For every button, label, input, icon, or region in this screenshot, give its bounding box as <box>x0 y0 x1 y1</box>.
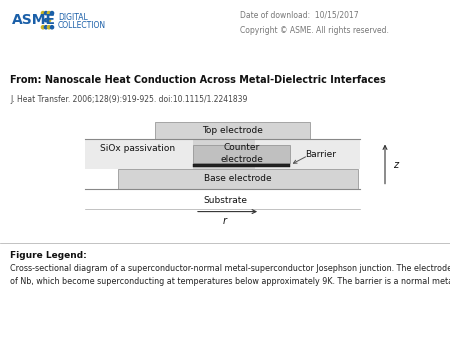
Bar <box>118 169 358 189</box>
Circle shape <box>41 26 45 29</box>
Text: Figure Legend:: Figure Legend: <box>10 251 87 260</box>
Bar <box>193 164 290 167</box>
Circle shape <box>41 11 45 15</box>
Text: Top electrode: Top electrode <box>202 125 263 135</box>
Text: SiOx passivation: SiOx passivation <box>100 144 176 153</box>
Text: r: r <box>223 216 227 225</box>
Text: Base electrode: Base electrode <box>204 174 272 183</box>
Bar <box>155 122 310 139</box>
Circle shape <box>45 19 48 22</box>
Text: Counter
electrode: Counter electrode <box>220 143 263 164</box>
Text: J. Heat Transfer. 2006;128(9):919-925. doi:10.1115/1.2241839: J. Heat Transfer. 2006;128(9):919-925. d… <box>10 95 248 104</box>
Circle shape <box>47 26 50 29</box>
Bar <box>193 145 290 163</box>
Circle shape <box>45 11 48 15</box>
Text: Cross-sectional diagram of a superconductor-normal metal-superconductor Josephso: Cross-sectional diagram of a superconduc… <box>10 264 450 286</box>
Bar <box>193 139 255 149</box>
Text: Substrate: Substrate <box>203 196 247 205</box>
Circle shape <box>50 26 54 29</box>
Text: Barrier: Barrier <box>305 150 336 159</box>
Circle shape <box>50 11 54 15</box>
Circle shape <box>47 19 50 22</box>
Circle shape <box>45 26 48 29</box>
Text: Copyright © ASME. All rights reserved.: Copyright © ASME. All rights reserved. <box>240 26 389 35</box>
Bar <box>193 139 255 169</box>
Text: DIGITAL: DIGITAL <box>58 13 88 22</box>
Text: Date of download:  10/15/2017: Date of download: 10/15/2017 <box>240 10 359 20</box>
Text: z: z <box>393 160 398 170</box>
Text: ASME: ASME <box>12 13 56 27</box>
Text: From: Nanoscale Heat Conduction Across Metal-Dielectric Interfaces: From: Nanoscale Heat Conduction Across M… <box>10 75 386 84</box>
Bar <box>85 139 360 169</box>
Circle shape <box>47 11 50 15</box>
Text: COLLECTION: COLLECTION <box>58 21 106 30</box>
